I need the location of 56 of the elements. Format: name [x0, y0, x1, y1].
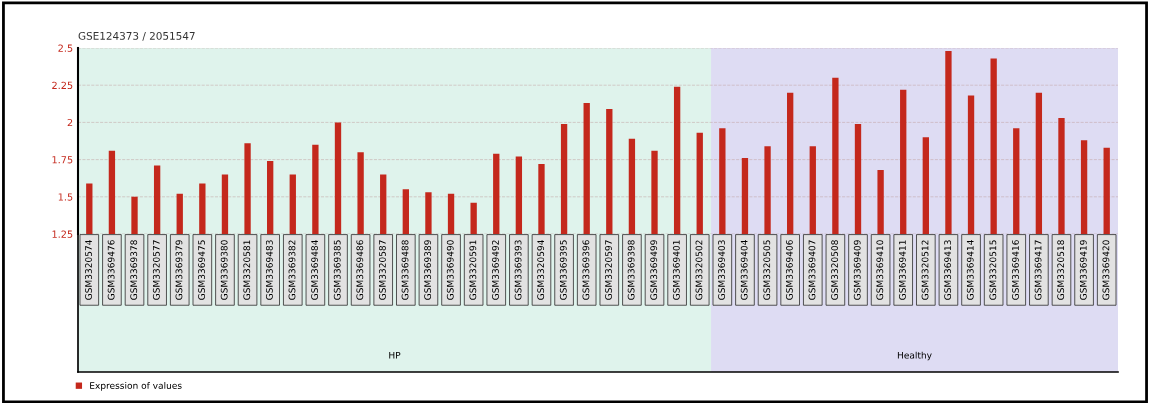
x-tick-label: GSM3369488 [401, 240, 409, 300]
x-tick-label: GSM3369389 [424, 240, 432, 300]
x-tick-label: GSM3369483 [265, 240, 273, 300]
x-tick-label: GSM3369406 [785, 240, 793, 300]
x-tick-label: GSM3369414 [966, 240, 974, 300]
y-tick-label: 1.25 [52, 230, 73, 238]
x-tick-label: GSM3369380 [220, 240, 228, 300]
x-tick-label: GSM3320591 [469, 240, 477, 300]
x-tick-label: GSM3369379 [175, 240, 183, 300]
x-tick-label: GSM3320577 [152, 240, 160, 300]
x-tick-label: GSM3369411 [899, 240, 906, 300]
x-tick-label: GSM3369475 [198, 240, 205, 300]
x-tick-label: GSM3369403 [718, 240, 725, 300]
y-tick-label: 2 [67, 118, 73, 127]
x-tick-label: GSM3369492 [492, 240, 499, 300]
x-tick-label: GSM3369413 [944, 240, 952, 300]
legend-label: Expression of values [90, 381, 182, 391]
band-label: Healthy [897, 351, 932, 361]
x-tick-label: GSM3369401 [672, 240, 680, 300]
x-tick-label: GSM3369419 [1079, 240, 1087, 300]
x-tick-label: GSM3369476 [107, 240, 115, 300]
x-tick-label: GSM3369398 [627, 240, 635, 300]
x-tick-label: GSM3369395 [559, 240, 567, 300]
x-tick-label: GSM3369484 [311, 240, 319, 300]
x-tick-label: GSM3320581 [243, 240, 251, 300]
y-tick-label: 1.75 [52, 156, 73, 164]
y-tick-label: 1.5 [58, 193, 73, 201]
chart-title: GSE124373 / 2051547 [78, 31, 195, 41]
x-tick-label: GSM3369378 [130, 240, 138, 300]
x-tick-label: GSM3369393 [514, 240, 522, 300]
x-tick-label: GSM3320515 [989, 240, 997, 300]
y-tick-label: 2.5 [58, 44, 73, 52]
x-tick-label: GSM3369404 [740, 240, 748, 300]
x-tick-label: GSM3369385 [333, 240, 341, 300]
x-tick-label: GSM3369486 [356, 240, 364, 300]
x-tick-label: GSM3369407 [808, 240, 816, 300]
x-tick-label: GSM3320597 [605, 240, 612, 300]
x-tick-label: GSM3369499 [650, 240, 658, 300]
x-tick-label: GSM3320594 [537, 240, 545, 300]
x-tick-label: GSM3369382 [288, 240, 296, 300]
x-tick-label: GSM3320518 [1057, 240, 1065, 300]
x-tick-label: GSM3320505 [763, 240, 771, 300]
y-tick-label: 2.25 [52, 81, 73, 90]
x-tick-label: GSM3369396 [582, 240, 590, 300]
band-label: HP [389, 351, 401, 359]
x-tick-label: GSM3369409 [853, 240, 861, 300]
x-tick-label: GSM3369420 [1102, 240, 1110, 300]
x-tick-label: GSM3320508 [831, 240, 839, 300]
x-tick-label: GSM3369417 [1034, 240, 1042, 300]
x-tick-label: GSM3320574 [85, 240, 92, 300]
x-tick-label: GSM3369490 [446, 240, 454, 300]
x-tick-label: GSM3320512 [921, 240, 929, 300]
x-tick-label: GSM3369410 [876, 240, 884, 300]
x-tick-label: GSM3320587 [379, 240, 386, 300]
x-tick-label: GSM3320502 [695, 240, 703, 300]
x-tick-label: GSM3369416 [1012, 240, 1019, 300]
